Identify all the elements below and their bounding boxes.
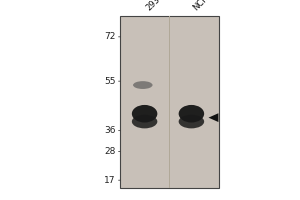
Text: 28: 28 [104, 147, 116, 156]
Text: 55: 55 [104, 77, 116, 86]
Text: 36: 36 [104, 126, 116, 135]
Text: 17: 17 [104, 176, 116, 185]
Text: NCI-H292: NCI-H292 [191, 0, 226, 12]
Text: 72: 72 [104, 32, 116, 41]
Text: 293: 293 [145, 0, 162, 12]
